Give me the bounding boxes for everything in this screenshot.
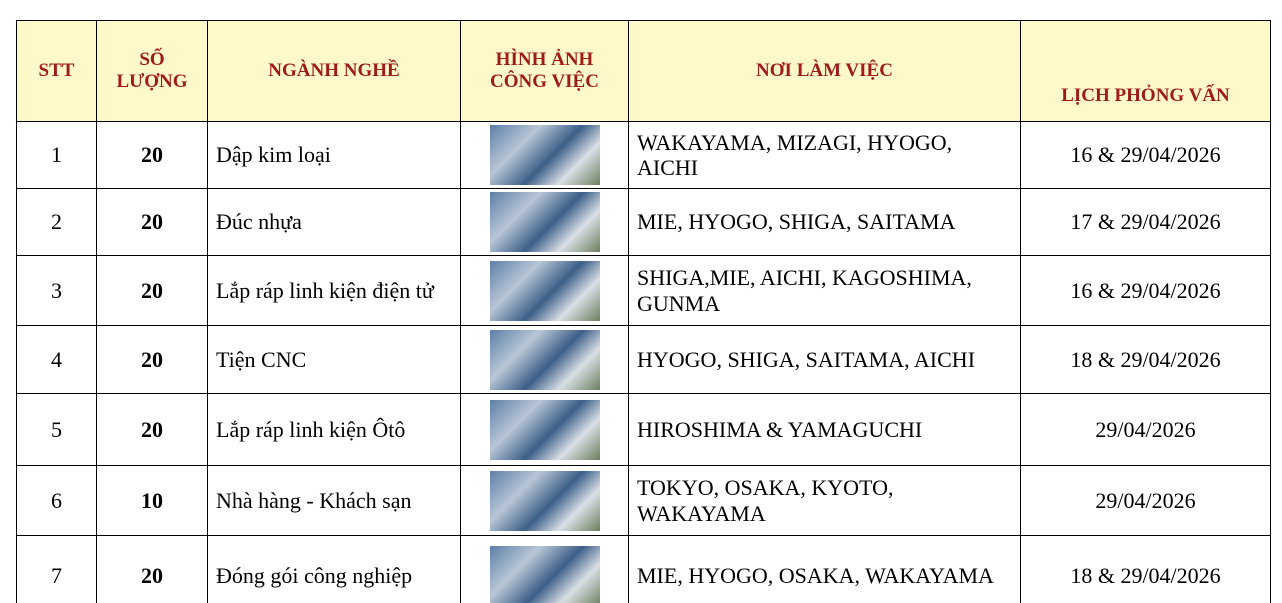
image-cell xyxy=(460,188,629,256)
location-cell: WAKAYAMA, MIZAGI, HYOGO, AICHI xyxy=(628,121,1021,189)
job-image xyxy=(489,125,600,185)
job-image xyxy=(489,545,600,603)
quantity-cell: 20 xyxy=(96,255,208,326)
image-cell xyxy=(460,121,629,189)
stt-cell: 5 xyxy=(16,393,97,466)
image-cell xyxy=(460,325,629,394)
schedule-cell: 29/04/2026 xyxy=(1020,465,1271,536)
job-cell: Lắp ráp linh kiện Ôtô xyxy=(207,393,461,466)
table-row: 1 20 Dập kim loại WAKAYAMA, MIZAGI, HYOGO, … xyxy=(16,121,1271,189)
stt-cell: 1 xyxy=(16,121,97,189)
schedule-cell: 16 & 29/04/2026 xyxy=(1020,255,1271,326)
header-cell: NGÀNH NGHỀ xyxy=(207,20,461,122)
job-image xyxy=(489,192,600,252)
schedule-cell: 29/04/2026 xyxy=(1020,393,1271,466)
stt-cell: 4 xyxy=(16,325,97,394)
schedule-cell: 18 & 29/04/2026 xyxy=(1020,325,1271,394)
location-cell: HIROSHIMA & YAMAGUCHI xyxy=(628,393,1021,466)
header-cell: STT xyxy=(16,20,97,122)
table-row: 2 20 Đúc nhựa MIE, HYOGO, SHIGA, SAITAMA 17 … xyxy=(16,188,1271,256)
location-cell: HYOGO, SHIGA, SAITAMA, AICHI xyxy=(628,325,1021,394)
job-cell: Nhà hàng - Khách sạn xyxy=(207,465,461,536)
quantity-cell: 20 xyxy=(96,121,208,189)
table-row: 7 20 Đóng gói công nghiệp MIE, HYOGO, OSAKA… xyxy=(16,535,1271,603)
header-row: STT SỐ LƯỢNG NGÀNH NGHỀ HÌNH ẢNH CÔNG VIỆC N… xyxy=(16,20,1271,122)
header-cell: LỊCH PHỎNG VẤN xyxy=(1020,20,1271,122)
table-row: 6 10 Nhà hàng - Khách sạn TOKYO, OSAKA, KYO… xyxy=(16,465,1271,536)
location-cell: MIE, HYOGO, SHIGA, SAITAMA xyxy=(628,188,1021,256)
table-row: 3 20 Lắp ráp linh kiện điện tử SHIGA,MIE, A… xyxy=(16,255,1271,326)
table-container: STT SỐ LƯỢNG NGÀNH NGHỀ HÌNH ẢNH CÔNG VIỆC N… xyxy=(16,20,1271,603)
quantity-cell: 20 xyxy=(96,393,208,466)
location-cell: MIE, HYOGO, OSAKA, WAKAYAMA xyxy=(628,535,1021,603)
image-cell xyxy=(460,255,629,326)
image-cell xyxy=(460,465,629,536)
stt-cell: 7 xyxy=(16,535,97,603)
image-cell xyxy=(460,535,629,603)
job-cell: Tiện CNC xyxy=(207,325,461,394)
job-cell: Đóng gói công nghiệp xyxy=(207,535,461,603)
job-image xyxy=(489,399,600,460)
job-image xyxy=(489,329,600,390)
quantity-cell: 20 xyxy=(96,535,208,603)
schedule-cell: 17 & 29/04/2026 xyxy=(1020,188,1271,256)
header-cell: SỐ LƯỢNG xyxy=(96,20,208,122)
quantity-cell: 20 xyxy=(96,188,208,256)
header-cell: NƠI LÀM VIỆC xyxy=(628,20,1021,122)
header-cell: HÌNH ẢNH CÔNG VIỆC xyxy=(460,20,629,122)
table-row: 4 20 Tiện CNC HYOGO, SHIGA, SAITAMA, AICHI 1… xyxy=(16,325,1271,394)
job-cell: Đúc nhựa xyxy=(207,188,461,256)
location-cell: TOKYO, OSAKA, KYOTO, WAKAYAMA xyxy=(628,465,1021,536)
job-cell: Lắp ráp linh kiện điện tử xyxy=(207,255,461,326)
stt-cell: 2 xyxy=(16,188,97,256)
stt-cell: 6 xyxy=(16,465,97,536)
job-table: STT SỐ LƯỢNG NGÀNH NGHỀ HÌNH ẢNH CÔNG VIỆC N… xyxy=(16,20,1271,603)
schedule-cell: 16 & 29/04/2026 xyxy=(1020,121,1271,189)
table-body: 1 20 Dập kim loại WAKAYAMA, MIZAGI, HYOGO, … xyxy=(16,121,1271,603)
schedule-cell: 18 & 29/04/2026 xyxy=(1020,535,1271,603)
job-image xyxy=(489,470,600,531)
location-cell: SHIGA,MIE, AICHI, KAGOSHIMA, GUNMA xyxy=(628,255,1021,326)
job-cell: Dập kim loại xyxy=(207,121,461,189)
quantity-cell: 10 xyxy=(96,465,208,536)
quantity-cell: 20 xyxy=(96,325,208,394)
table-row: 5 20 Lắp ráp linh kiện Ôtô HIROSHIMA & YAMA… xyxy=(16,393,1271,466)
image-cell xyxy=(460,393,629,466)
job-image xyxy=(489,260,600,321)
stt-cell: 3 xyxy=(16,255,97,326)
